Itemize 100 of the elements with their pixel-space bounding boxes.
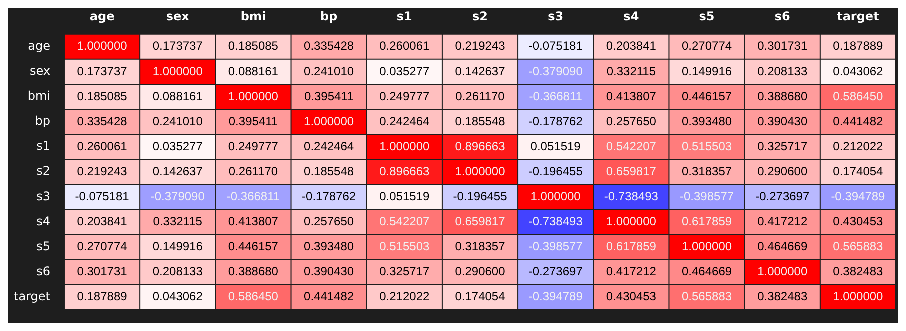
data-label: 0.149916 xyxy=(682,64,732,78)
x-tick-label: bp xyxy=(320,9,338,24)
data-label: 1.000000 xyxy=(606,214,657,228)
x-tick-label: s3 xyxy=(548,9,564,24)
y-tick-label: s2 xyxy=(36,164,50,178)
data-label: 0.270774 xyxy=(682,39,732,54)
data-label: 0.390430 xyxy=(304,264,354,279)
data-label: 0.219243 xyxy=(455,39,506,54)
data-label: 0.659817 xyxy=(606,164,657,178)
data-label: 0.241010 xyxy=(304,64,354,78)
x-tick-label: s5 xyxy=(699,9,715,24)
data-label: 0.249777 xyxy=(380,89,430,104)
data-label: 0.185085 xyxy=(228,39,279,54)
x-tick-label: s6 xyxy=(774,9,790,24)
data-label: 0.335428 xyxy=(77,114,128,128)
data-label: -0.398577 xyxy=(680,189,734,204)
data-label: 0.260061 xyxy=(380,39,430,54)
data-label: 0.318357 xyxy=(455,240,506,254)
data-label: 0.241010 xyxy=(152,114,204,128)
data-label: 0.388680 xyxy=(228,264,279,279)
data-label: 0.446157 xyxy=(228,240,279,254)
data-label: 1.000000 xyxy=(380,139,430,154)
data-label: 0.301731 xyxy=(77,264,128,279)
data-label: 0.388680 xyxy=(758,89,808,104)
data-label: -0.738493 xyxy=(604,189,659,204)
data-label: 0.257650 xyxy=(304,214,354,228)
y-tick-label: bmi xyxy=(28,89,50,104)
data-label: -0.738493 xyxy=(528,214,584,228)
data-label: -0.075181 xyxy=(528,39,584,54)
data-label: 0.088161 xyxy=(152,89,204,104)
data-label: 0.260061 xyxy=(77,139,128,154)
data-label: -0.394789 xyxy=(528,290,584,304)
data-label: 0.185548 xyxy=(455,114,506,128)
data-label: -0.196455 xyxy=(528,164,584,178)
data-label: 0.325717 xyxy=(758,139,808,154)
data-label: 0.290600 xyxy=(758,164,808,178)
data-label: 0.212022 xyxy=(833,139,884,154)
data-label: -0.196455 xyxy=(453,189,508,204)
data-label: 0.617859 xyxy=(682,214,732,228)
data-label: -0.075181 xyxy=(75,189,130,204)
data-label: 0.515503 xyxy=(380,240,430,254)
data-label: 0.088161 xyxy=(228,64,279,78)
data-label: -0.273697 xyxy=(528,264,584,279)
data-label: 0.261170 xyxy=(456,89,506,104)
data-label: 0.659817 xyxy=(455,214,506,228)
data-label: 0.051519 xyxy=(530,139,582,154)
x-tick-label: target xyxy=(837,9,880,24)
data-label: 0.203841 xyxy=(606,39,657,54)
data-label: 1.000000 xyxy=(152,64,204,78)
data-label: 0.174054 xyxy=(833,164,884,178)
data-label: 0.617859 xyxy=(606,240,657,254)
y-tick-label: s5 xyxy=(36,239,50,254)
data-label: 0.212022 xyxy=(380,290,430,304)
data-label: -0.379090 xyxy=(528,64,584,78)
data-label: 0.464669 xyxy=(758,240,808,254)
data-label: 1.000000 xyxy=(77,39,128,54)
data-label: 1.000000 xyxy=(758,264,808,279)
data-label: 0.395411 xyxy=(304,89,354,104)
data-label: 0.430453 xyxy=(833,214,884,228)
data-label: 0.173737 xyxy=(152,39,204,54)
data-label: 0.393480 xyxy=(682,114,732,128)
data-label: 0.142637 xyxy=(152,164,204,178)
data-label: -0.366811 xyxy=(529,89,583,104)
data-label: 0.257650 xyxy=(606,114,657,128)
data-label: 0.187889 xyxy=(833,39,884,54)
data-label: 0.896663 xyxy=(455,139,506,154)
data-label: 0.261170 xyxy=(228,164,278,178)
data-label: 1.000000 xyxy=(228,89,279,104)
data-label: 1.000000 xyxy=(682,240,732,254)
data-label: 0.332115 xyxy=(153,214,203,228)
data-label: 0.441482 xyxy=(833,114,884,128)
y-tick-label: s4 xyxy=(36,214,50,228)
x-tick-label: s1 xyxy=(396,9,412,24)
data-label: 1.000000 xyxy=(833,290,884,304)
y-tick-label: target xyxy=(14,289,51,304)
data-label: 1.000000 xyxy=(304,114,354,128)
y-tick-label: sex xyxy=(30,64,50,78)
data-label: 0.896663 xyxy=(380,164,430,178)
y-tick-label: age xyxy=(28,39,50,54)
data-label: -0.394789 xyxy=(831,189,886,204)
data-label: 0.185085 xyxy=(77,89,128,104)
data-label: 0.441482 xyxy=(304,290,354,304)
data-label: 0.149916 xyxy=(152,240,204,254)
data-label: 0.318357 xyxy=(682,164,732,178)
data-label: 0.173737 xyxy=(77,64,128,78)
data-label: 0.464669 xyxy=(682,264,732,279)
data-label: 0.270774 xyxy=(77,240,128,254)
data-label: 0.301731 xyxy=(758,39,808,54)
data-label: 0.395411 xyxy=(228,114,278,128)
data-label: 0.565883 xyxy=(682,290,732,304)
x-tick-label: s4 xyxy=(624,9,640,24)
data-label: 0.390430 xyxy=(758,114,808,128)
y-tick-label: s1 xyxy=(36,139,50,154)
data-label: 0.219243 xyxy=(77,164,128,178)
data-label: 0.249777 xyxy=(228,139,279,154)
data-label: -0.178762 xyxy=(528,114,584,128)
data-label: 0.242464 xyxy=(380,114,430,128)
data-label: 0.413807 xyxy=(606,89,657,104)
data-label: 0.035277 xyxy=(152,139,204,154)
data-label: 0.332115 xyxy=(606,64,656,78)
